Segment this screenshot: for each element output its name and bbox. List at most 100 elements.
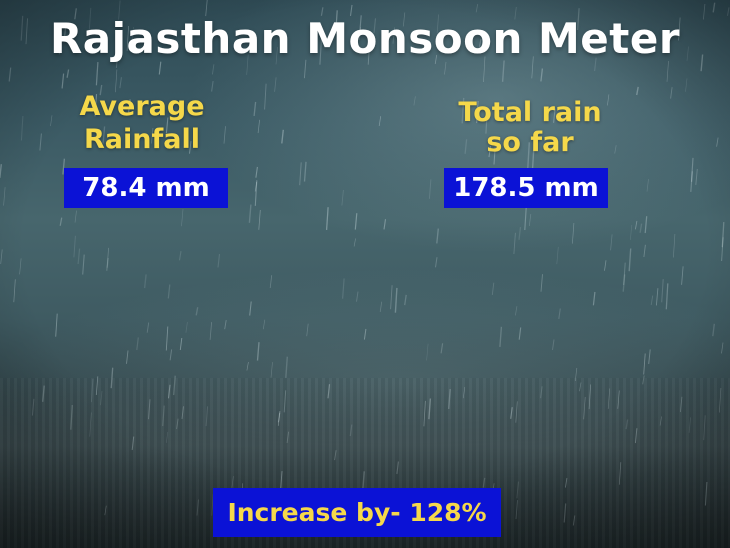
rain-streak xyxy=(574,367,578,382)
rain-streak xyxy=(499,326,503,347)
average-label-line1: Average xyxy=(79,91,205,122)
rain-streak xyxy=(349,424,353,437)
average-rainfall-value: 78.4 mm xyxy=(64,168,228,208)
rain-streak xyxy=(283,390,287,413)
rain-streak xyxy=(540,274,543,292)
rain-streak xyxy=(475,3,479,13)
rain-streak xyxy=(205,0,208,17)
rain-streak xyxy=(143,274,147,289)
rain-streak xyxy=(423,400,426,427)
rain-streak xyxy=(540,386,543,399)
rain-streak xyxy=(666,60,669,82)
rain-streak xyxy=(95,376,99,396)
rain-streak xyxy=(644,216,648,234)
rain-streak xyxy=(661,279,664,303)
rain-streak xyxy=(383,219,387,230)
rain-streak xyxy=(572,515,576,526)
rain-streak xyxy=(147,399,151,420)
rain-streak xyxy=(341,189,344,206)
rain-streak xyxy=(719,387,722,413)
rain-streak xyxy=(342,278,345,299)
rain-streak xyxy=(70,405,73,430)
rain-streak xyxy=(303,59,307,79)
rain-streak xyxy=(592,291,596,306)
total-label-line1: Total rain xyxy=(458,97,602,128)
rain-streak xyxy=(354,213,358,230)
rain-streak xyxy=(90,378,94,403)
rain-streak xyxy=(552,339,555,350)
rain-streak xyxy=(270,362,273,378)
rain-streak xyxy=(264,83,267,110)
rain-streak xyxy=(222,34,226,44)
rain-streak xyxy=(178,251,182,261)
rain-streak xyxy=(255,166,258,178)
rain-streak xyxy=(594,57,597,72)
rain-streak xyxy=(181,406,184,419)
rain-streak xyxy=(115,69,118,93)
rain-streak xyxy=(74,210,77,223)
page-title: Rajasthan Monsoon Meter xyxy=(49,14,681,63)
rain-streak xyxy=(721,237,724,262)
average-rainfall-label: Average Rainfall xyxy=(42,90,242,156)
rain-streak xyxy=(106,247,109,268)
rain-streak xyxy=(607,388,611,409)
rain-streak xyxy=(513,232,516,255)
rain-streak xyxy=(195,307,199,316)
rain-streak xyxy=(209,322,213,340)
rain-streak xyxy=(62,158,66,175)
rain-streak xyxy=(531,143,535,169)
rain-streak xyxy=(576,8,580,31)
rain-streak xyxy=(617,390,620,409)
rain-streak xyxy=(327,384,331,399)
rain-streak xyxy=(690,171,693,192)
rain-streak xyxy=(528,213,532,227)
total-label-line2: so far xyxy=(486,127,574,158)
rain-streak xyxy=(211,81,214,92)
rain-streak xyxy=(94,94,98,117)
rain-streak xyxy=(501,60,505,82)
total-rain-value: 178.5 mm xyxy=(444,168,608,208)
rain-streak xyxy=(95,62,99,86)
rain-streak xyxy=(726,7,730,16)
rain-streak xyxy=(540,68,544,82)
rain-streak xyxy=(461,97,465,124)
rain-streak xyxy=(254,180,258,206)
rain-streak xyxy=(524,206,527,231)
rain-streak xyxy=(115,49,119,68)
rain-streak xyxy=(281,129,284,144)
rain-streak xyxy=(373,18,377,34)
rain-streak xyxy=(275,46,278,65)
rain-streak xyxy=(63,24,67,41)
rain-streak xyxy=(136,337,139,351)
rain-streak xyxy=(515,306,518,316)
rain-streak xyxy=(510,407,513,419)
rain-streak xyxy=(614,145,617,154)
rain-streak xyxy=(211,494,214,516)
rain-streak xyxy=(126,25,129,51)
rain-streak xyxy=(556,246,559,265)
rain-streak xyxy=(50,115,53,127)
rain-streak xyxy=(249,301,252,316)
rain-streak xyxy=(434,54,438,65)
rain-streak xyxy=(118,0,121,20)
rain-streak xyxy=(150,127,154,144)
rain-streak xyxy=(334,450,337,461)
rain-streak xyxy=(625,419,629,430)
rain-streak xyxy=(110,367,114,389)
rain-streak xyxy=(493,141,497,165)
rain-streak xyxy=(686,46,689,61)
rain-streak xyxy=(185,322,188,333)
rain-streak xyxy=(515,500,518,520)
rain-streak xyxy=(224,320,227,330)
rain-streak xyxy=(604,260,607,271)
rain-streak xyxy=(320,7,324,16)
rain-streak xyxy=(703,415,706,441)
rain-streak xyxy=(402,12,406,27)
rain-streak xyxy=(643,244,646,258)
rain-streak xyxy=(84,98,87,113)
increase-badge: Increase by- 128% xyxy=(213,488,501,537)
rain-streak xyxy=(19,258,22,275)
rain-streak xyxy=(685,78,688,92)
rain-streak xyxy=(681,266,684,285)
rain-streak xyxy=(659,416,662,426)
